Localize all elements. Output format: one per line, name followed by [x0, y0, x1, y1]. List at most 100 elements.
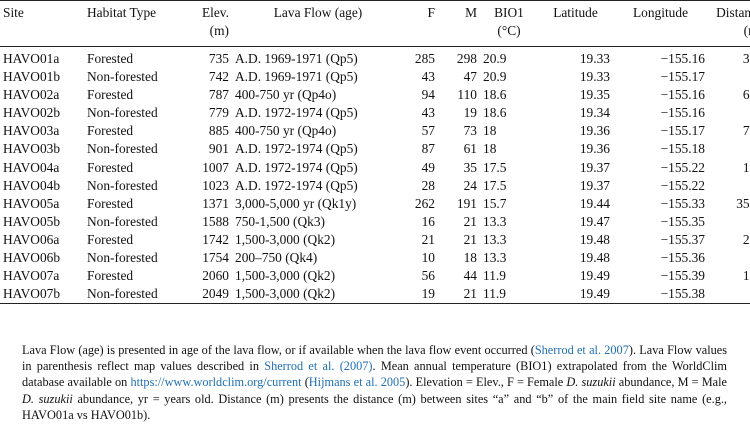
cell-latitude: 19.33	[579, 69, 610, 85]
cell-bio1: 20.9	[483, 51, 507, 66]
table-row: HAVO07b Non-forested 2049 1,500-3,000 (Qk2)…	[0, 285, 750, 304]
note-text: ). Lava Flow values in parenthesis refle…	[22, 343, 727, 374]
citation-link[interactable]: Hijmans et al. 2005	[308, 375, 406, 390]
cell-habitat-type: Non-forested	[87, 105, 158, 121]
table-row: HAVO03b Non-forested 901 A.D. 1972-1974 (Qp…	[0, 140, 750, 158]
cell-male: 191	[456, 195, 477, 211]
citation-link[interactable]: Sherrod et al. (2007)	[264, 359, 373, 374]
cell-male: 35	[463, 159, 477, 175]
column-header-habitat-type: Habitat Type	[84, 1, 190, 47]
citation-link[interactable]: Sherrod et al. 2007	[534, 343, 629, 357]
table-header: Site Habitat Type Elev. (m) Lava Flow (age) F…	[0, 0, 750, 47]
cell-longitude: −155.17	[660, 123, 705, 139]
cell-distance: –	[708, 177, 750, 195]
cell-male: 298	[456, 51, 477, 66]
cell-lava-flow: 3,000-5,000 yr (Qk1y)	[235, 195, 357, 211]
species-name: D. suzukii	[566, 375, 616, 390]
cell-elevation: 885	[208, 123, 229, 139]
cell-bio1: 18.6	[483, 87, 507, 103]
cell-elevation: 1742	[202, 231, 229, 247]
header-unit: (m)	[743, 23, 750, 38]
cell-distance: 222	[742, 231, 750, 247]
cell-latitude: 19.48	[579, 231, 610, 247]
cell-distance: 3553	[736, 195, 750, 211]
cell-site: HAVO05b	[3, 213, 61, 229]
cell-site: HAVO07b	[3, 286, 61, 302]
cell-habitat-type: Forested	[87, 231, 134, 247]
cell-habitat-type: Forested	[87, 195, 134, 211]
cell-elevation: 901	[208, 141, 229, 157]
cell-elevation: 735	[208, 51, 229, 66]
cell-lava-flow: 1,500-3,000 (Qk2)	[235, 286, 336, 302]
note-text: abundance, M = Male	[615, 375, 728, 390]
cell-site: HAVO07a	[3, 268, 60, 284]
cell-elevation: 1754	[202, 250, 229, 266]
cell-habitat-type: Non-forested	[87, 69, 158, 85]
table-row: HAVO04b Non-forested 1023 A.D. 1972-1974 (Q…	[0, 177, 750, 195]
cell-lava-flow: 750-1,500 (Qk3)	[235, 213, 326, 229]
cell-latitude: 19.49	[579, 268, 610, 284]
cell-distance: –	[708, 213, 750, 231]
cell-longitude: −155.38	[660, 286, 705, 302]
table-row: HAVO05a Forested 1371 3,000-5,000 yr (Qk1y)…	[0, 195, 750, 213]
cell-distance: 633	[742, 87, 750, 103]
cell-latitude: 19.49	[579, 286, 610, 302]
table-row: HAVO02a Forested 787 400-750 yr (Qp4o) 94 110…	[0, 86, 750, 104]
cell-bio1: 11.9	[483, 286, 506, 302]
cell-lava-flow: 1,500-3,000 (Qk2)	[235, 268, 336, 284]
cell-habitat-type: Forested	[87, 87, 134, 103]
cell-bio1: 18.6	[483, 105, 507, 121]
cell-female: 10	[421, 250, 435, 266]
cell-lava-flow: A.D. 1972-1974 (Qp5)	[235, 105, 358, 121]
column-header-elevation: Elev. (m)	[190, 1, 232, 47]
cell-habitat-type: Non-forested	[87, 286, 158, 302]
cell-female: 56	[421, 268, 435, 284]
cell-longitude: −155.35	[660, 213, 705, 229]
cell-habitat-type: Non-forested	[87, 213, 158, 229]
cell-elevation: 2049	[202, 286, 229, 302]
cell-longitude: −155.17	[660, 69, 705, 85]
table-row: HAVO02b Non-forested 779 A.D. 1972-1974 (Qp…	[0, 104, 750, 122]
cell-elevation: 787	[208, 87, 229, 103]
cell-site: HAVO03a	[3, 123, 60, 139]
cell-distance: 303	[742, 51, 750, 66]
header-label: Distance	[716, 5, 750, 20]
cell-site: HAVO01b	[3, 69, 61, 85]
cell-latitude: 19.35	[579, 87, 610, 103]
cell-bio1: 11.9	[483, 268, 506, 284]
cell-longitude: −155.22	[660, 159, 705, 175]
site-table: Site Habitat Type Elev. (m) Lava Flow (age) F…	[0, 0, 750, 304]
cell-bio1: 17.5	[483, 177, 507, 193]
cell-site: HAVO01a	[3, 51, 60, 66]
cell-latitude: 19.44	[579, 195, 610, 211]
header-label: F	[427, 5, 435, 20]
cell-bio1: 17.5	[483, 159, 507, 175]
column-header-distance: Distance (m)	[708, 1, 750, 47]
cell-habitat-type: Non-forested	[87, 177, 158, 193]
cell-habitat-type: Non-forested	[87, 250, 158, 266]
cell-male: 110	[457, 87, 477, 103]
cell-longitude: −155.37	[660, 231, 705, 247]
cell-male: 21	[463, 213, 477, 229]
worldclim-url-link[interactable]: https://www.worldclim.org/current	[130, 375, 302, 390]
cell-site: HAVO04a	[3, 159, 60, 175]
cell-male: 21	[463, 231, 477, 247]
cell-lava-flow: A.D. 1969-1971 (Qp5)	[235, 51, 358, 66]
cell-lava-flow: 400-750 yr (Qp4o)	[235, 123, 337, 139]
cell-female: 49	[421, 159, 435, 175]
cell-distance: –	[708, 104, 750, 122]
cell-female: 43	[421, 105, 435, 121]
table-row: HAVO04a Forested 1007 A.D. 1972-1974 (Qp5) 4…	[0, 159, 750, 177]
cell-longitude: −155.33	[660, 195, 705, 211]
cell-female: 16	[421, 213, 435, 229]
cell-elevation: 1007	[202, 159, 229, 175]
header-label: M	[465, 5, 477, 20]
table-row: HAVO06b Non-forested 1754 200–750 (Qk4) 10 18…	[0, 249, 750, 267]
cell-elevation: 2060	[202, 268, 229, 284]
cell-latitude: 19.37	[579, 177, 610, 193]
cell-habitat-type: Forested	[87, 123, 134, 139]
cell-distance: –	[708, 68, 750, 86]
table-body: HAVO01a Forested 735 A.D. 1969-1971 (Qp5) 28…	[0, 47, 750, 304]
cell-bio1: 18	[483, 123, 497, 139]
